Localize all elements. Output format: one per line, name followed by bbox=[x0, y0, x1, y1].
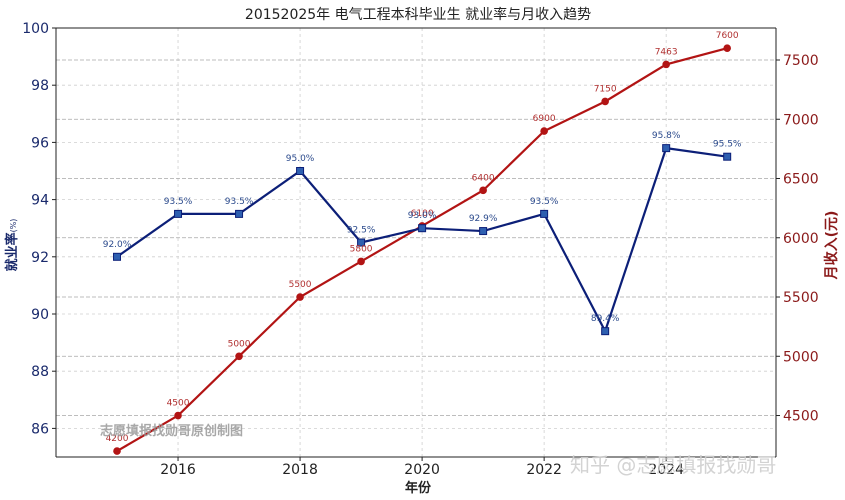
income-point bbox=[296, 293, 304, 301]
income-data-label: 7463 bbox=[655, 47, 678, 57]
outer-watermark: 知乎 @志愿填报找勋哥 bbox=[570, 453, 776, 477]
employment-data-label: 92.9% bbox=[469, 214, 498, 224]
y-left-tick-label: 92 bbox=[31, 250, 49, 266]
income-data-label: 6400 bbox=[472, 173, 495, 183]
income-data-label: 4500 bbox=[167, 399, 190, 409]
employment-point bbox=[418, 224, 427, 233]
y-right-tick-label: 7000 bbox=[783, 112, 819, 128]
y-left-axis-label-unit: (%) bbox=[9, 219, 18, 233]
income-data-label: 6100 bbox=[411, 209, 434, 219]
employment-point bbox=[174, 209, 183, 218]
income-point bbox=[357, 257, 365, 266]
y-left-axis-label-main: 就业率 bbox=[4, 232, 20, 271]
employment-data-label: 93.5% bbox=[225, 197, 254, 207]
employment-point bbox=[296, 167, 305, 175]
income-data-label: 5000 bbox=[228, 339, 251, 349]
y-left-tick-label: 94 bbox=[31, 193, 49, 209]
chart-title: 20152025年 电气工程本科毕业生 就业率与月收入趋势 bbox=[245, 6, 591, 23]
employment-point bbox=[540, 209, 549, 218]
grid bbox=[56, 27, 776, 457]
income-point bbox=[662, 60, 670, 69]
y-left-tick-label: 90 bbox=[31, 307, 49, 323]
x-tick-label: 2024 bbox=[648, 462, 684, 478]
y-right-tick-label: 4500 bbox=[783, 409, 819, 425]
income-data-label: 4200 bbox=[106, 434, 129, 444]
inner-watermark: 志愿填报找勋哥原创制图 bbox=[100, 423, 243, 439]
y-left-tick-label: 100 bbox=[22, 21, 49, 37]
tick-labels: 86 88 90 92 94 96 98 100 4500 5000 5500 6000 6500 700… bbox=[22, 21, 818, 478]
y-left-tick-label: 86 bbox=[31, 421, 49, 437]
employment-data-label: 95.5% bbox=[713, 140, 742, 150]
y-right-tick-label: 6000 bbox=[783, 231, 819, 247]
y-left-tick-label: 98 bbox=[31, 78, 49, 94]
income-point bbox=[601, 97, 609, 106]
x-tick-label: 2022 bbox=[526, 462, 562, 478]
income-point bbox=[479, 186, 487, 195]
y-right-tick-label: 5500 bbox=[783, 290, 819, 306]
y-left-axis-label: 就业率(%) bbox=[4, 219, 20, 272]
employment-point bbox=[723, 152, 732, 161]
income-point bbox=[540, 127, 548, 135]
employment-point bbox=[357, 238, 366, 247]
employment-data-label: 95.8% bbox=[652, 131, 681, 141]
income-point bbox=[113, 447, 121, 455]
income-point bbox=[235, 352, 243, 361]
employment-data-label: 93.0% bbox=[408, 211, 437, 221]
income-data-label: 5800 bbox=[350, 244, 373, 254]
employment-data-label: 92.5% bbox=[347, 226, 376, 236]
y-right-axis-label: 月收入(元) bbox=[823, 211, 840, 281]
employment-data-label: 93.5% bbox=[530, 197, 559, 207]
x-tick-label: 2016 bbox=[160, 462, 196, 478]
y-right-tick-label: 7500 bbox=[783, 53, 819, 69]
x-tick-label: 2020 bbox=[404, 462, 440, 478]
axes bbox=[52, 27, 780, 461]
employment-point bbox=[662, 144, 671, 153]
income-point bbox=[723, 44, 731, 52]
y-right-tick-label: 6500 bbox=[783, 172, 819, 188]
employment-point bbox=[601, 327, 610, 336]
employment-data-label: 89.4% bbox=[591, 314, 620, 324]
employment-point bbox=[113, 252, 122, 261]
income-data-label: 7150 bbox=[594, 84, 617, 94]
y-left-tick-label: 88 bbox=[31, 364, 49, 380]
employment-data-label: 93.5% bbox=[164, 197, 193, 207]
employment-point bbox=[235, 209, 244, 218]
employment-point bbox=[479, 227, 488, 236]
income-point bbox=[174, 411, 182, 420]
employment-data-label: 95.0% bbox=[286, 154, 315, 164]
series bbox=[113, 44, 732, 455]
employment-data-label: 92.0% bbox=[103, 240, 132, 250]
income-data-label: 7600 bbox=[716, 31, 739, 41]
y-left-tick-label: 96 bbox=[31, 135, 49, 151]
x-tick-label: 2018 bbox=[282, 462, 318, 478]
income-data-label: 5500 bbox=[289, 280, 312, 290]
x-axis-label: 年份 bbox=[405, 480, 432, 496]
income-data-label: 6900 bbox=[533, 114, 556, 124]
y-right-tick-label: 5000 bbox=[783, 349, 819, 365]
data-labels: 4200 4500 5000 5500 5800 6100 6400 6900 7150 7463… bbox=[103, 31, 742, 444]
